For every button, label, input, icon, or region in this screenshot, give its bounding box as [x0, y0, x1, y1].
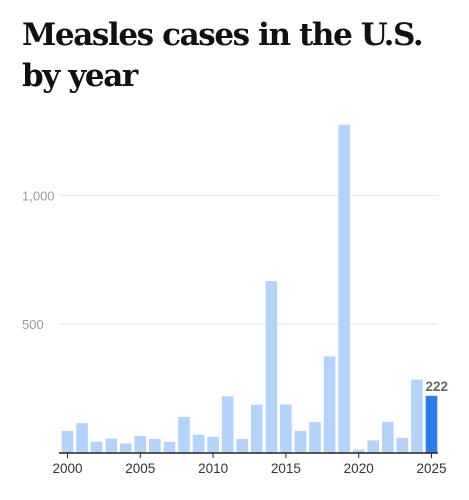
- bar-2022: [382, 421, 394, 453]
- bar-2018: [323, 356, 336, 453]
- bar-2009: [192, 434, 205, 453]
- bar-2011: [221, 396, 234, 453]
- x-tick-label: 2020: [344, 461, 374, 476]
- bar-2016: [294, 430, 307, 453]
- bar-2020: [352, 449, 365, 453]
- bar-2000: [61, 430, 74, 453]
- bar-2021: [367, 440, 380, 453]
- y-tick-label: 500: [22, 317, 44, 332]
- x-tick-label: 2005: [125, 461, 155, 476]
- bar-2023: [396, 437, 409, 453]
- bar-2005: [134, 436, 147, 453]
- labels: 500 1,000 222 2000 2005 2010 2015 2020 2025: [22, 188, 448, 476]
- bar-2001: [76, 423, 88, 453]
- x-tick-label: 2015: [271, 461, 301, 476]
- bar-2024: [411, 379, 423, 453]
- bars: [61, 124, 438, 453]
- bar-2019: [338, 124, 350, 453]
- bar-2003: [105, 438, 117, 453]
- bar-2014: [265, 281, 278, 453]
- bar-2006: [149, 438, 161, 453]
- bar-2004: [119, 443, 132, 453]
- bar-2007: [163, 441, 176, 453]
- bar-2025: [425, 395, 438, 453]
- bar-2015: [280, 404, 292, 453]
- bar-2013: [250, 404, 263, 453]
- bar-2002: [90, 441, 103, 453]
- bar-2008: [178, 416, 190, 453]
- bar-value-label: 222: [426, 379, 449, 394]
- x-tick-label: 2010: [198, 461, 228, 476]
- bar-2017: [309, 422, 321, 453]
- y-tick-label: 1,000: [22, 188, 55, 203]
- chart-title: Measles cases in the U.S. by year: [22, 17, 424, 94]
- gridlines: [59, 194, 438, 325]
- x-tick-label: 2025: [416, 461, 446, 476]
- bar-2010: [207, 436, 219, 453]
- x-tick-label: 2000: [52, 461, 82, 476]
- bar-2012: [236, 438, 249, 453]
- x-axis: [59, 452, 438, 458]
